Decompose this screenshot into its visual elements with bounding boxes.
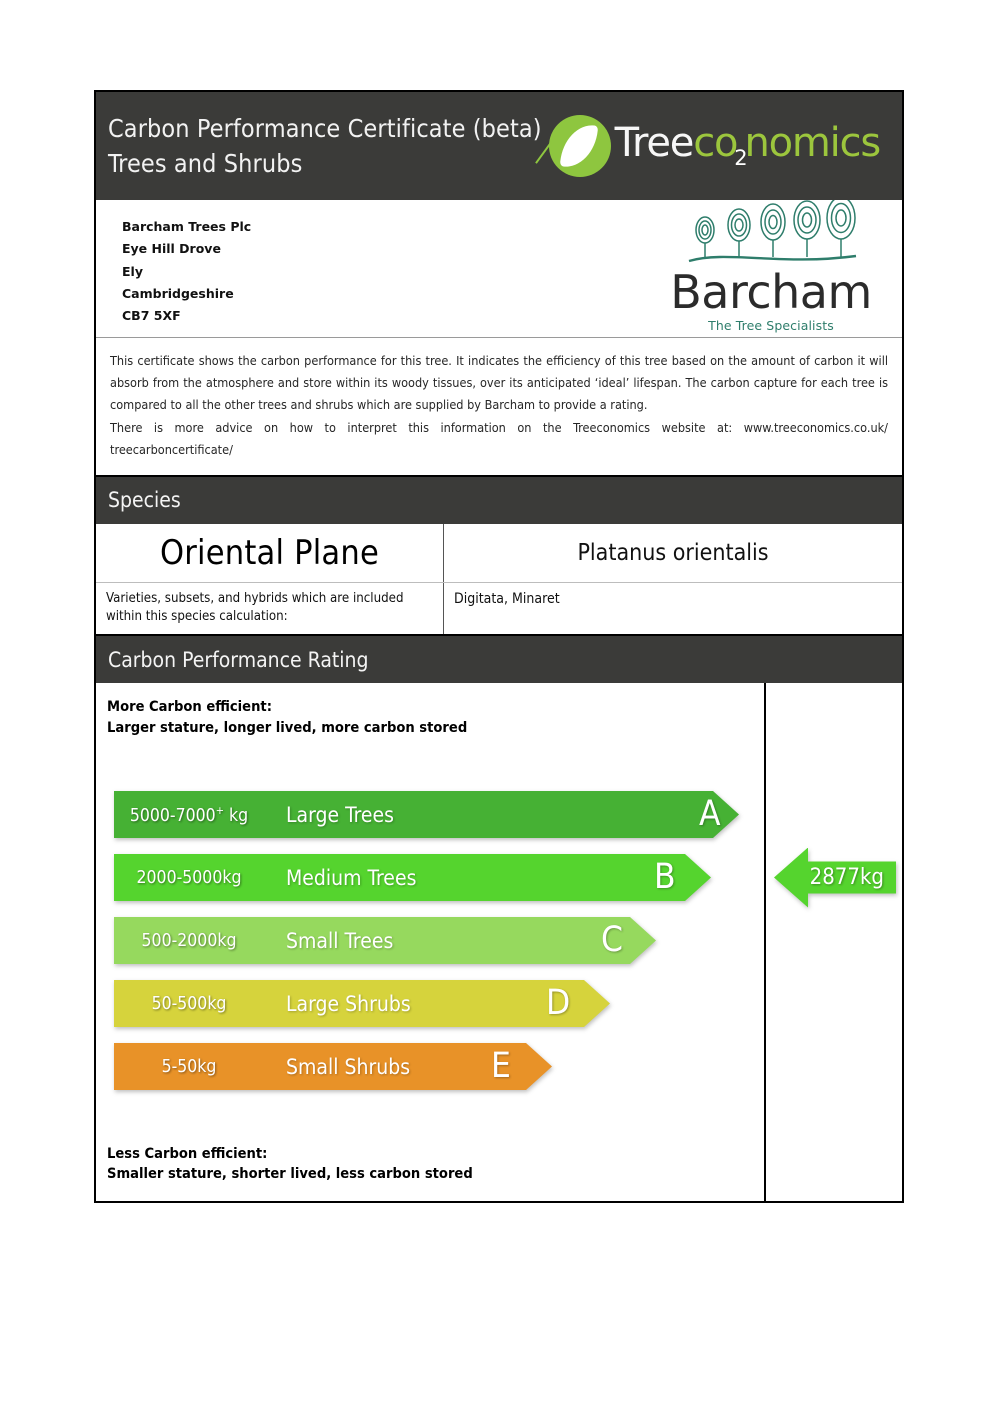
supplier-address: Barcham Trees Plc Eye Hill Drove Ely Cam… — [122, 219, 252, 323]
species-section-header: Species — [96, 476, 902, 524]
treeconomics-leaf-icon — [534, 115, 611, 177]
rating-band-range: 5-50kg — [161, 1056, 217, 1077]
rating-band-shape — [114, 917, 656, 964]
certificate: Carbon Performance Certificate (beta) Tr… — [94, 90, 904, 1203]
treeconomics-word-subscript: 2 — [734, 146, 747, 170]
rating-result-value: 2877kg — [809, 865, 884, 890]
rating-band-grade: A — [699, 794, 721, 834]
less-efficient-note: Less Carbon efficient: Smaller stature, … — [107, 1144, 473, 1183]
treeconomics-wordmark: Treeco2nomics — [614, 120, 882, 170]
rating-band-grade: C — [601, 920, 623, 960]
barcham-tagline: The Tree Specialists — [708, 318, 834, 334]
barcham-logo: Barcham The Tree Specialists — [640, 196, 902, 337]
certificate-header: Carbon Performance Certificate (beta) Tr… — [96, 92, 902, 200]
rating-band-shape — [114, 854, 711, 901]
rating-band-range: 2000-5000kg — [136, 867, 242, 888]
rating-bands-panel: More Carbon efficient: Larger stature, l… — [96, 683, 766, 1201]
treeconomics-word-part2: co — [693, 120, 738, 166]
rating-band-list: 5000-7000+ kg Large Trees A 2000-5000kg Medi… — [114, 791, 754, 1106]
supplier-row: Barcham Trees Plc Eye Hill Drove Ely Cam… — [96, 196, 902, 339]
rating-band-c: 500-2000kg Small Trees C — [114, 917, 754, 964]
rating-band-label: Small Trees — [286, 928, 394, 953]
rating-chart: More Carbon efficient: Larger stature, l… — [96, 683, 902, 1201]
rating-band-shape — [114, 1043, 552, 1090]
rating-band-d: 50-500kg Large Shrubs D — [114, 980, 754, 1027]
rating-band-grade: E — [491, 1046, 511, 1086]
rating-band-label: Small Shrubs — [286, 1054, 411, 1079]
species-table: Oriental Plane Platanus orientalis Varie… — [96, 523, 902, 636]
species-varieties-label: Varieties, subsets, and hybrids which ar… — [96, 582, 444, 634]
rating-band-label: Medium Trees — [286, 865, 417, 890]
species-name-row: Oriental Plane Platanus orientalis — [96, 523, 902, 583]
blurb-paragraph-2: There is more advice on how to interpret… — [110, 420, 888, 457]
rating-band-range: 500-2000kg — [141, 930, 237, 951]
rating-band-range: 5000-7000+ kg — [129, 803, 249, 826]
barcham-trees-icon — [670, 196, 872, 269]
rating-band-b: 2000-5000kg Medium Trees B — [114, 854, 754, 901]
species-common-name: Oriental Plane — [159, 532, 379, 573]
explanatory-text: This certificate shows the carbon perfor… — [96, 338, 902, 477]
more-efficient-note: More Carbon efficient: Larger stature, l… — [107, 698, 468, 736]
species-latin-name: Platanus orientalis — [577, 539, 769, 566]
species-common-name-cell: Oriental Plane — [96, 523, 444, 582]
rating-band-label: Large Trees — [286, 802, 394, 827]
rating-band-e: 5-50kg Small Shrubs E — [114, 1043, 754, 1090]
rating-band-label: Large Shrubs — [286, 991, 411, 1016]
rating-band-grade: B — [654, 857, 676, 897]
page-title: Carbon Performance Certificate (beta) Tr… — [108, 113, 542, 179]
species-varieties-value: Digitata, Minaret — [454, 590, 560, 607]
treeconomics-logo: Treeco2nomics — [534, 115, 882, 177]
rating-band-shape — [114, 791, 739, 838]
rating-band-a: 5000-7000+ kg Large Trees A — [114, 791, 754, 838]
rating-band-range: 50-500kg — [151, 993, 227, 1014]
treeconomics-word-part3: nomics — [744, 120, 881, 166]
blurb-paragraph-1: This certificate shows the carbon perfor… — [110, 353, 888, 412]
rating-band-grade: D — [546, 983, 571, 1023]
rating-section-header: Carbon Performance Rating — [96, 636, 902, 683]
rating-band-shape — [114, 980, 610, 1027]
barcham-wordmark: Barcham — [670, 265, 872, 320]
treeconomics-word-part1: Tree — [614, 120, 695, 166]
species-varieties-row: Varieties, subsets, and hybrids which ar… — [96, 582, 902, 636]
rating-result-panel: 2877kg — [766, 683, 902, 1201]
rating-result-arrow: 2877kg — [774, 848, 896, 908]
species-latin-name-cell: Platanus orientalis — [444, 524, 902, 582]
